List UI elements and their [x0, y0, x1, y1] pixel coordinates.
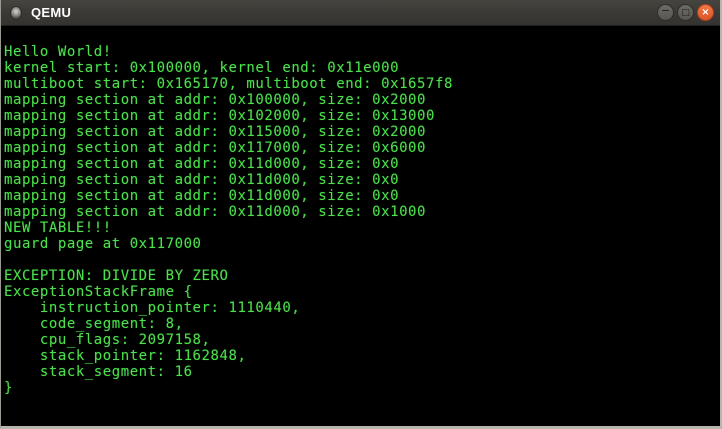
qemu-logo-oval [11, 6, 21, 19]
close-button[interactable]: × [697, 4, 714, 21]
maximize-icon: □ [681, 7, 690, 18]
qemu-logo-icon [9, 5, 23, 21]
qemu-terminal-screen[interactable]: Hello World! kernel start: 0x100000, ker… [1, 26, 720, 426]
maximize-button[interactable]: □ [677, 4, 694, 21]
console-output-text: Hello World! kernel start: 0x100000, ker… [4, 44, 453, 396]
window-title: QEMU [31, 4, 72, 20]
minimize-icon: − [660, 4, 671, 17]
minimize-button[interactable]: − [657, 4, 674, 21]
window-titlebar[interactable]: QEMU − □ × [1, 0, 720, 26]
close-icon: × [701, 6, 710, 18]
window-controls: − □ × [657, 4, 714, 21]
